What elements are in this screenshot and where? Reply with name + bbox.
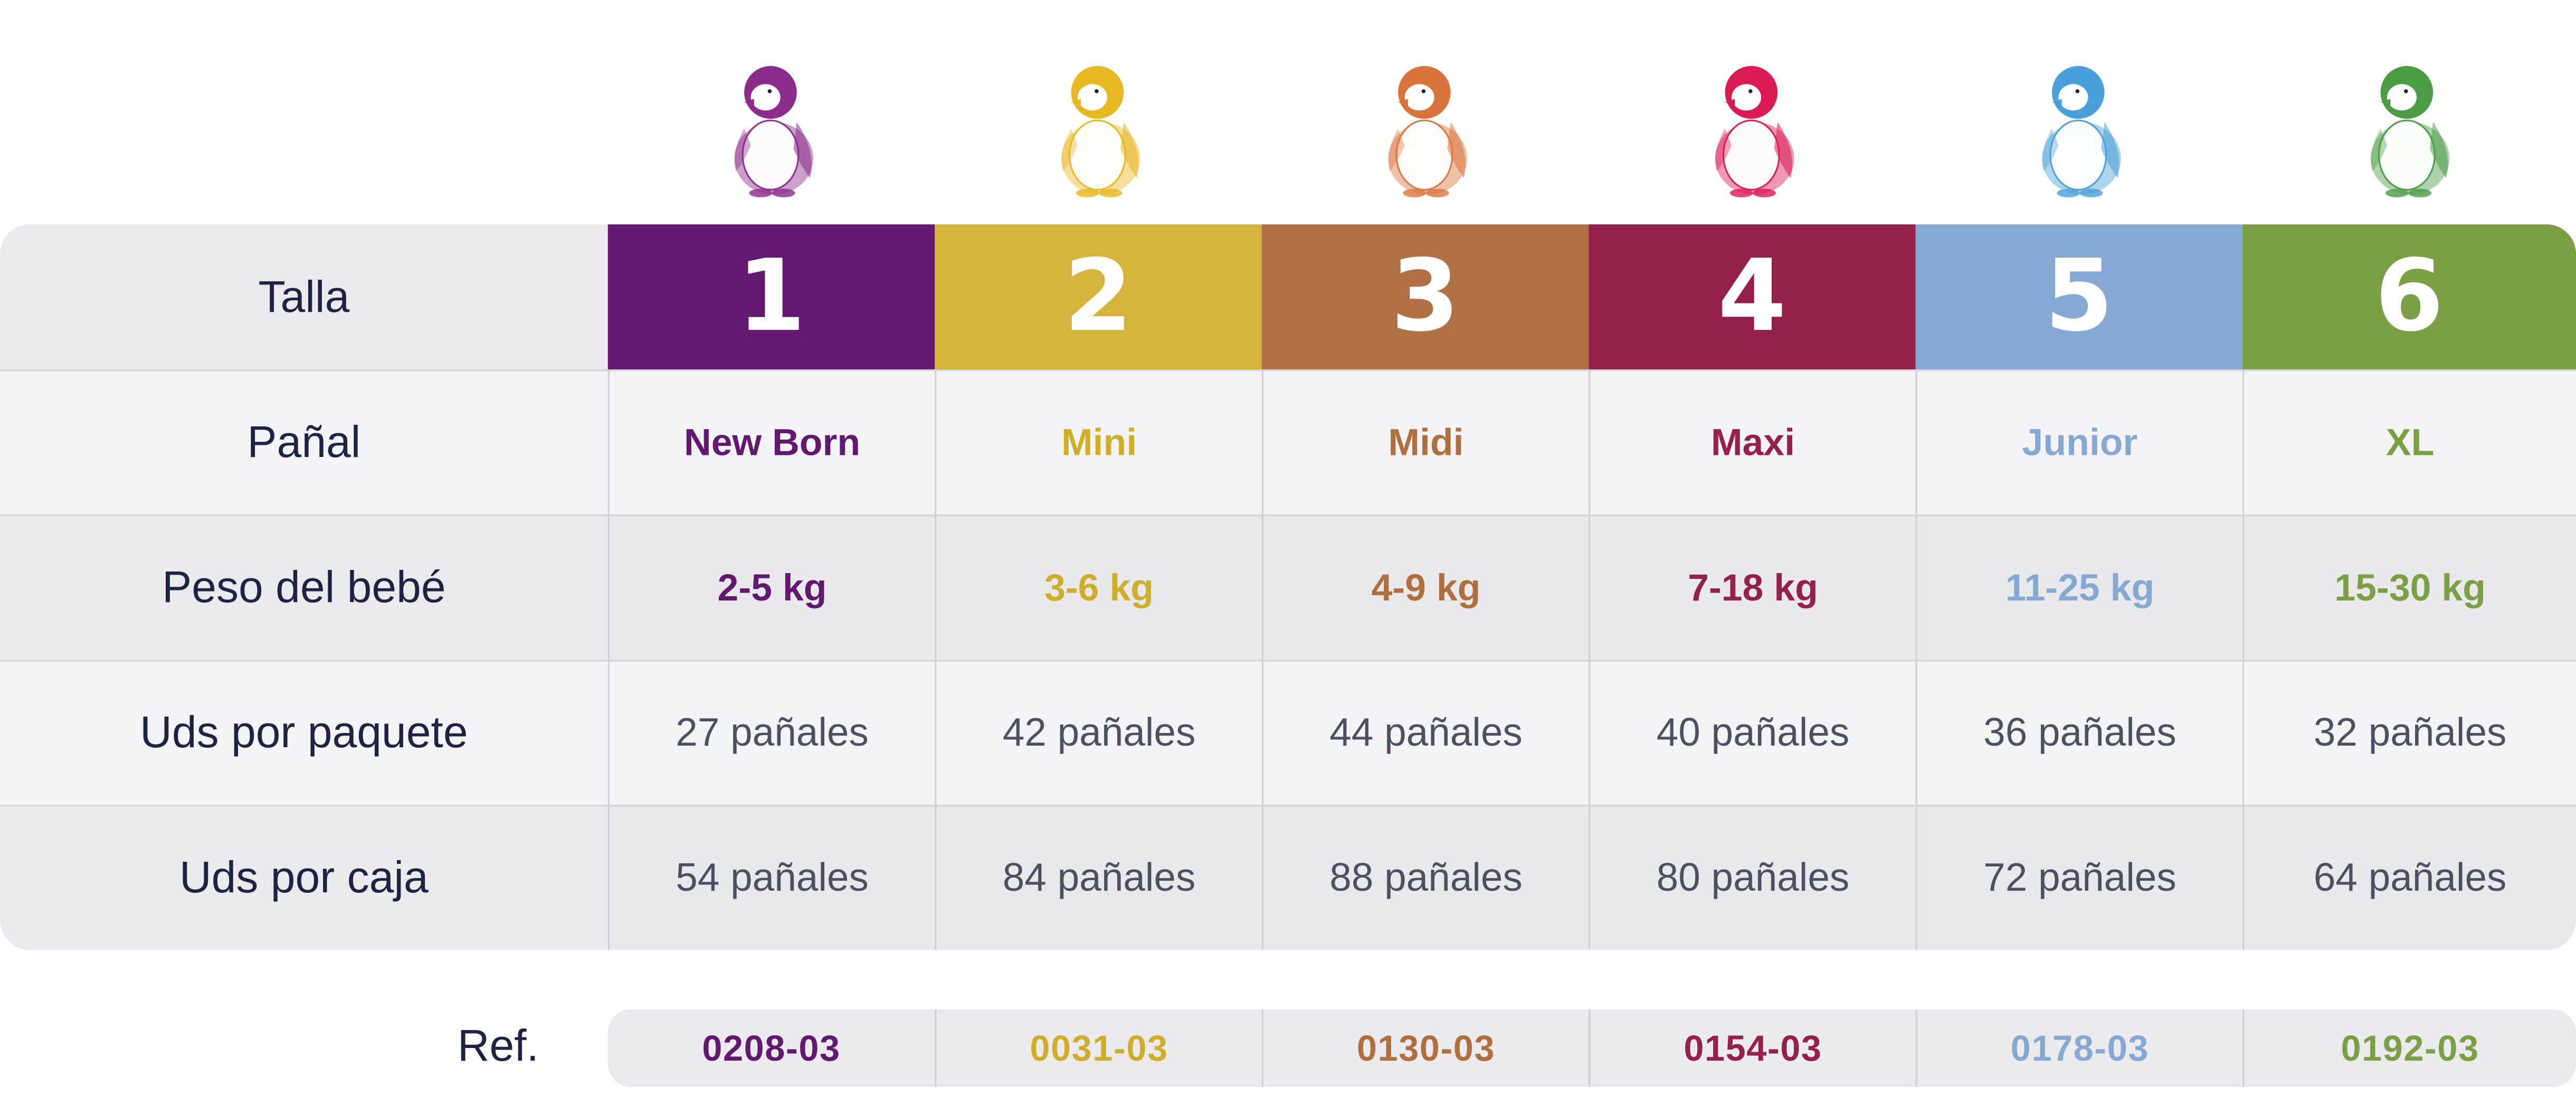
penguin-icon — [610, 23, 938, 202]
ref-code: 0154-03 — [1589, 1009, 1915, 1087]
penguin-icon — [936, 23, 1265, 202]
size-number-cell: 3 — [1261, 224, 1589, 370]
units-per-pack-cell: 44 pañales — [1261, 660, 1589, 805]
weight-cell: 3-6 kg — [935, 514, 1262, 660]
size-number-cell: 6 — [2242, 224, 2576, 370]
size-number-cell: 4 — [1589, 224, 1916, 370]
units-per-pack-cell: 40 pañales — [1589, 660, 1916, 805]
diaper-name-cell: Junior — [1915, 369, 2243, 515]
penguin-icon — [1590, 23, 1919, 202]
units-per-pack-cell: 36 pañales — [1915, 660, 2243, 805]
units-per-box-cell: 64 pañales — [2242, 805, 2576, 950]
size-table: Talla 1 2 3 4 5 6 Pañal New Born Mini Mi… — [0, 224, 2576, 950]
units-per-box-cell: 54 pañales — [607, 805, 935, 950]
diaper-name-cell: XL — [2242, 369, 2576, 515]
diaper-name-cell: Maxi — [1589, 369, 1916, 515]
units-per-pack-cell: 27 pañales — [607, 660, 935, 805]
diaper-name-cell: New Born — [607, 369, 935, 515]
diaper-name-cell: Midi — [1261, 369, 1589, 515]
units-per-box-cell: 88 pañales — [1261, 805, 1589, 950]
ref-code: 0208-03 — [702, 1026, 841, 1068]
ref-code: 0178-03 — [1915, 1009, 2242, 1087]
weight-cell: 4-9 kg — [1261, 514, 1589, 660]
ref-bar: 0208-03 0031-03 0130-03 0154-03 0178-03 … — [607, 1009, 2576, 1087]
row-label-panal: Pañal — [0, 369, 608, 515]
weight-cell: 7-18 kg — [1589, 514, 1916, 660]
ref-code: 0192-03 — [2242, 1009, 2576, 1087]
penguin-icon — [1263, 23, 1592, 202]
row-label-talla: Talla — [0, 224, 608, 370]
size-number-cell: 5 — [1915, 224, 2243, 370]
ref-label: Ref. — [457, 1020, 539, 1070]
row-label-uds-caja: Uds por caja — [0, 805, 608, 950]
units-per-box-cell: 72 pañales — [1915, 805, 2243, 950]
penguin-icon — [1917, 23, 2246, 202]
units-per-box-cell: 84 pañales — [935, 805, 1262, 950]
units-per-box-cell: 80 pañales — [1589, 805, 1916, 950]
penguin-icon — [2246, 23, 2574, 202]
units-per-pack-cell: 42 pañales — [935, 660, 1262, 805]
weight-cell: 2-5 kg — [607, 514, 935, 660]
ref-code: 0130-03 — [1261, 1009, 1589, 1087]
weight-cell: 15-30 kg — [2242, 514, 2576, 660]
weight-cell: 11-25 kg — [1915, 514, 2243, 660]
units-per-pack-cell: 32 pañales — [2242, 660, 2576, 805]
size-number-cell: 2 — [935, 224, 1262, 370]
row-label-uds-paquete: Uds por paquete — [0, 660, 608, 805]
size-number-cell: 1 — [607, 224, 935, 370]
diaper-name-cell: Mini — [935, 369, 1262, 515]
row-label-peso: Peso del bebé — [0, 514, 608, 660]
ref-code: 0031-03 — [935, 1009, 1261, 1087]
